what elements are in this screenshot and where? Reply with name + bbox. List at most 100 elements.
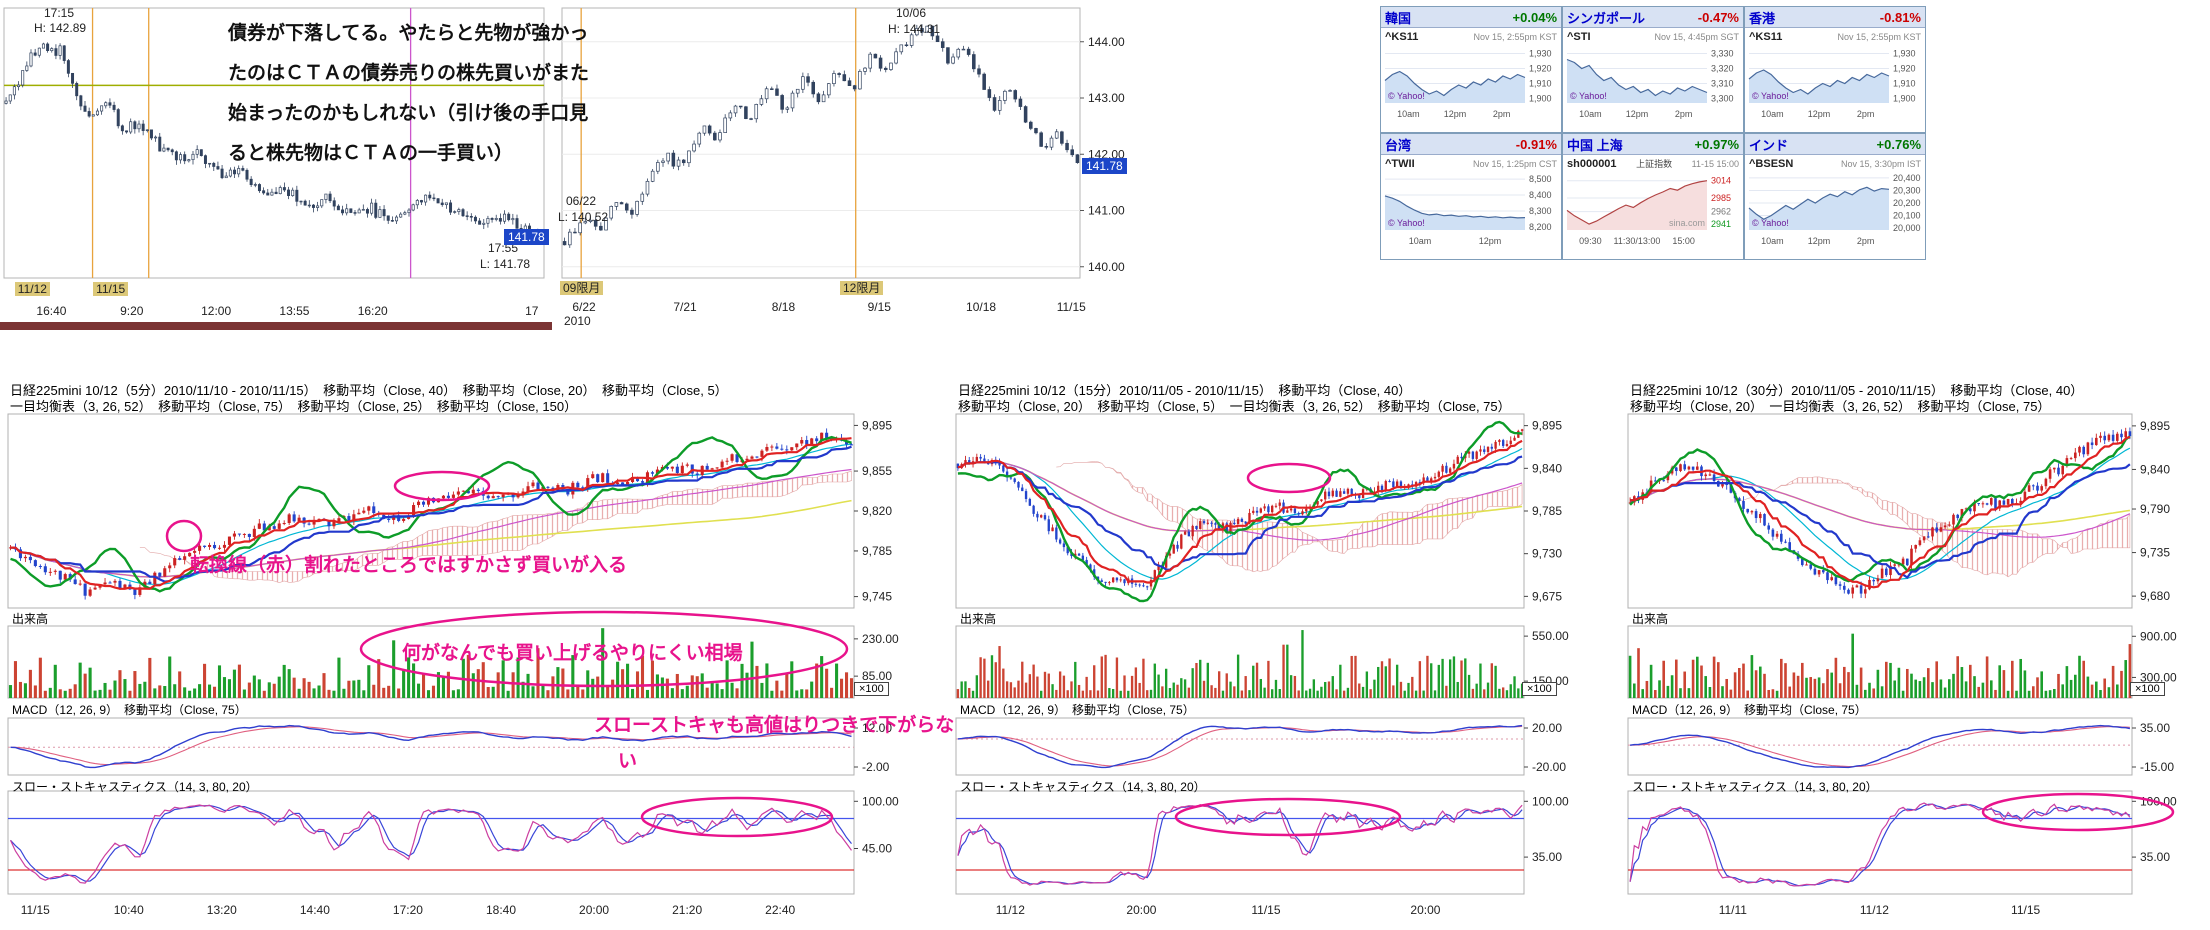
market-change: +0.04%: [1512, 9, 1557, 25]
market-change: -0.91%: [1515, 136, 1557, 152]
svg-text:2pm: 2pm: [1493, 109, 1511, 119]
svg-text:35.00: 35.00: [2140, 850, 2170, 864]
svg-text:22:40: 22:40: [765, 903, 795, 917]
svg-text:14:40: 14:40: [300, 903, 330, 917]
bond-intraday-time-label: 12:00: [201, 304, 232, 318]
svg-text:9,840: 9,840: [1532, 461, 1562, 475]
svg-text:3,320: 3,320: [1711, 64, 1734, 74]
widget-header: 韓国 +0.04%: [1381, 7, 1561, 28]
quote-timestamp: Nov 15, 2:55pm KST: [1837, 31, 1921, 42]
svg-text:20:00: 20:00: [1126, 903, 1156, 917]
svg-text:© Yahoo!: © Yahoo!: [1752, 218, 1789, 228]
volume-scale-box: ×100: [2130, 682, 2165, 696]
svg-text:1,900: 1,900: [1529, 94, 1552, 104]
index-name: 上証指数: [1636, 159, 1673, 169]
market-change: +0.97%: [1694, 136, 1739, 152]
widget-header: インド +0.76%: [1745, 134, 1925, 155]
bond-intraday-high-time: 17:15: [44, 6, 75, 20]
bond-intraday-high-value: H: 142.89: [34, 21, 87, 35]
widget-header: 台湾 -0.91%: [1381, 134, 1561, 155]
svg-text:11/15: 11/15: [21, 903, 50, 917]
svg-text:100.00: 100.00: [862, 794, 899, 808]
svg-text:900.00: 900.00: [2140, 629, 2177, 643]
widget-header: 中国 上海 +0.97%: [1563, 134, 1743, 155]
highlight-ellipse: [1174, 797, 1402, 837]
commentary-line: ると株先物はＣＴＡの一手買い）: [228, 143, 514, 164]
separator-bar: [0, 322, 552, 330]
quote-timestamp: Nov 15, 2:55pm KST: [1473, 31, 1557, 42]
mini-chart: 1,930 1,920 1,910 1,900 10am 12pm 2pm © Yahoo!: [1384, 49, 1552, 119]
stoch-panel-label: スロー・ストキャスティクス（14, 3, 80, 20）: [1632, 780, 1878, 794]
svg-text:09:30: 09:30: [1579, 236, 1602, 246]
svg-text:3,310: 3,310: [1711, 79, 1734, 89]
bond-daily-low-date: 06/22: [566, 194, 597, 208]
svg-text:35.00: 35.00: [1532, 850, 1562, 864]
year-label: 2010: [564, 314, 591, 328]
svg-text:3,330: 3,330: [1711, 49, 1734, 59]
bond-commentary: 債券が下落してる。やたらと先物が強かっ たのはＣＴＡの債券売りの株先買いがまた …: [228, 14, 589, 174]
chart-title-line1: 日経225mini 10/12（30分）2010/11/05 - 2010/11…: [1630, 383, 2084, 398]
svg-text:10am: 10am: [1579, 109, 1602, 119]
svg-text:8,200: 8,200: [1529, 222, 1552, 232]
commentary-line: 債券が下落してる。やたらと先物が強かっ: [228, 23, 589, 44]
svg-text:2pm: 2pm: [1857, 109, 1875, 119]
widget-subheader: ^BSESN Nov 15, 3:30pm IST: [1745, 155, 1925, 172]
svg-text:142.00: 142.00: [1088, 147, 1125, 161]
commentary-line: 始まったのかもしれない（引け後の手口見: [228, 103, 589, 124]
svg-text:12.00: 12.00: [862, 721, 892, 735]
svg-text:20,000: 20,000: [1893, 223, 1921, 233]
highlight-ellipse: [393, 470, 491, 502]
widget-subheader: ^TWII Nov 15, 1:25pm CST: [1381, 155, 1561, 172]
bond-daily-x-label: 11/15: [1056, 300, 1086, 314]
bond-daily-x-label: 9/15: [867, 300, 891, 314]
market-ticker: ^KS11: [1385, 30, 1419, 43]
market-widget-taiwan: 台湾 -0.91% ^TWII Nov 15, 1:25pm CST 8,500 8,40…: [1380, 133, 1562, 260]
front-contract-label: 09限月: [560, 281, 604, 295]
widget-subheader: ^KS11 Nov 15, 2:55pm KST: [1745, 28, 1925, 45]
bond-intraday-price-tag: 141.78: [504, 229, 549, 245]
stoch-panel-label: スロー・ストキャスティクス（14, 3, 80, 20）: [12, 780, 258, 794]
svg-text:-15.00: -15.00: [2140, 760, 2174, 774]
bond-intraday-time-label: 16:20: [357, 304, 388, 318]
svg-text:-20.00: -20.00: [1532, 760, 1566, 774]
svg-text:230.00: 230.00: [862, 632, 899, 646]
svg-text:20,300: 20,300: [1893, 185, 1921, 195]
svg-text:9,680: 9,680: [2140, 589, 2170, 603]
svg-text:11/12: 11/12: [996, 903, 1025, 917]
bond-intraday-low-value: L: 141.78: [480, 257, 531, 271]
svg-text:9,840: 9,840: [2140, 462, 2170, 476]
svg-text:140.00: 140.00: [1088, 260, 1125, 274]
svg-text:9,790: 9,790: [2140, 502, 2170, 516]
bond-daily-high-value: H: 144.31: [888, 22, 941, 36]
svg-text:9,895: 9,895: [1532, 419, 1562, 433]
market-name: シンガポール: [1567, 10, 1646, 26]
widget-header: シンガポール -0.47%: [1563, 7, 1743, 28]
volume-panel-label: 出来高: [1632, 612, 1669, 626]
market-name: 香港: [1749, 10, 1776, 26]
market-ticker: ^BSESN: [1749, 157, 1794, 170]
chart-title-line2: 一目均衡表（3, 26, 52） 移動平均（Close, 75） 移動平均（Cl…: [10, 399, 578, 414]
highlight-ellipse: [165, 519, 203, 553]
mini-chart: 3014 2985 2962 2941 09:30 11:30/13:00 15:00 sin…: [1566, 176, 1731, 246]
svg-text:1,910: 1,910: [1893, 79, 1916, 89]
svg-text:10am: 10am: [1397, 109, 1420, 119]
svg-text:85.00: 85.00: [862, 669, 892, 683]
svg-text:35.00: 35.00: [2140, 721, 2170, 735]
chart-title-line2: 移動平均（Close, 20） 一目均衡表（3, 26, 52） 移動平均（Cl…: [1630, 399, 2051, 414]
svg-text:11/11: 11/11: [1719, 903, 1748, 917]
market-widget-hongkong: 香港 -0.81% ^KS11 Nov 15, 2:55pm KST 1,930 1,92…: [1744, 6, 1926, 133]
svg-text:2962: 2962: [1711, 207, 1731, 217]
svg-text:9,855: 9,855: [862, 464, 892, 478]
market-ticker: ^TWII: [1385, 157, 1415, 170]
bond-intraday-time-label: 17: [525, 304, 539, 318]
svg-text:144.00: 144.00: [1088, 35, 1125, 49]
svg-text:9,730: 9,730: [1532, 547, 1562, 561]
macd-panel-label: MACD（12, 26, 9） 移動平均（Close, 75）: [12, 703, 247, 717]
market-change: -0.81%: [1879, 9, 1921, 25]
svg-text:1,900: 1,900: [1893, 94, 1916, 104]
svg-text:300.00: 300.00: [2140, 670, 2177, 684]
bond-intraday-time-label: 16:40: [36, 304, 67, 318]
svg-text:10am: 10am: [1409, 236, 1432, 246]
svg-text:17:20: 17:20: [393, 903, 423, 917]
volume-panel-label: 出来高: [12, 612, 49, 626]
